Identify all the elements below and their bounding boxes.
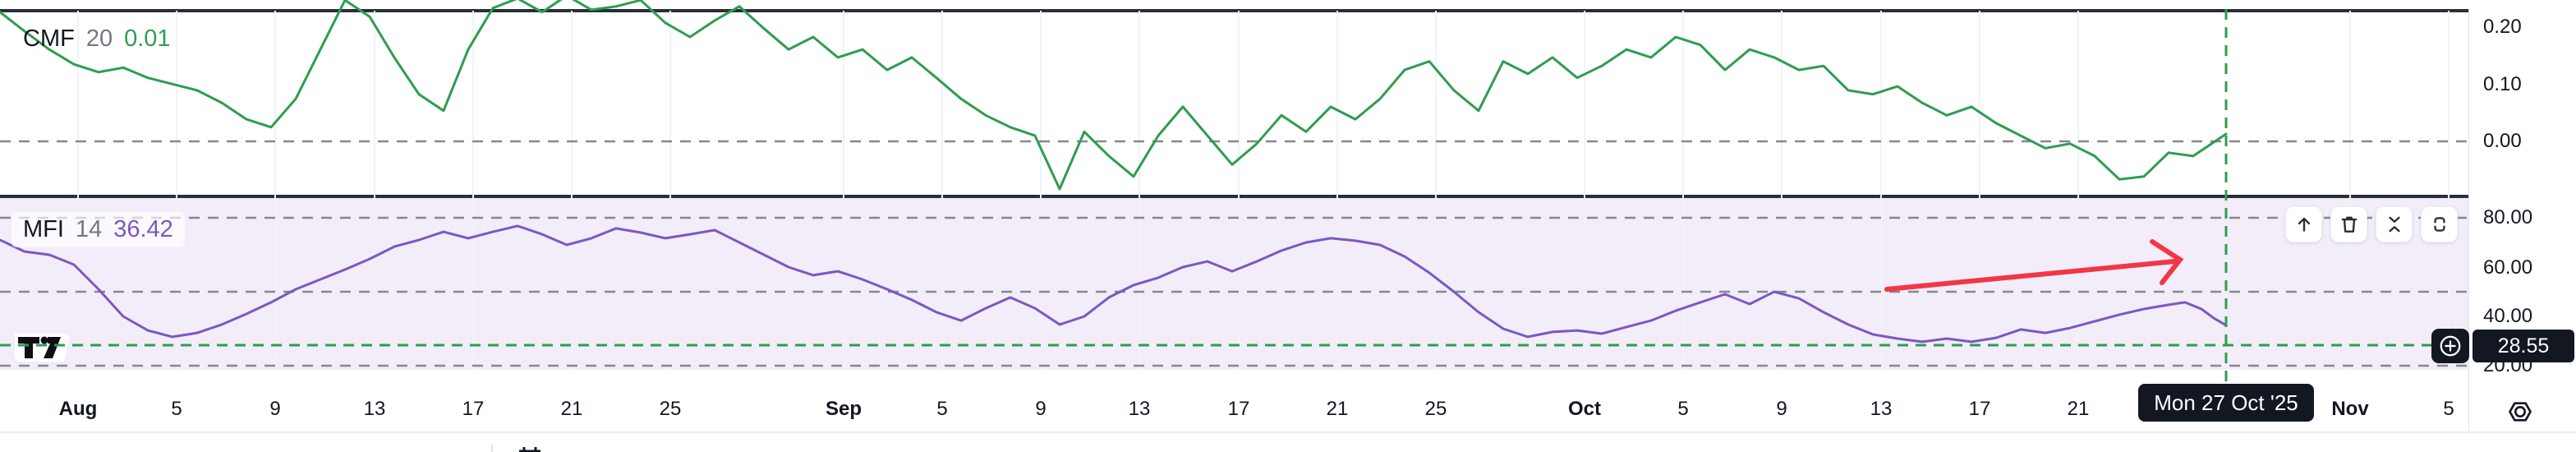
pane-separator-top[interactable] <box>0 9 2468 12</box>
time-tick-aug: Aug <box>58 398 98 420</box>
cmf-axis-label: 0.00 <box>2483 130 2522 152</box>
cmf-indicator-param: 20 <box>85 25 113 52</box>
mfi-indicator-value: 36.42 <box>113 216 173 242</box>
time-tick-nov: Nov <box>2331 398 2369 420</box>
trash-icon <box>2341 216 2357 233</box>
time-tick-5: 5 <box>2443 398 2454 420</box>
arrow-up-icon <box>2298 217 2310 232</box>
time-tick-21: 21 <box>560 398 583 420</box>
price-scale-border <box>2468 9 2469 431</box>
time-axis-settings-icon[interactable] <box>2502 395 2538 428</box>
collapse-icon <box>2388 216 2400 233</box>
pane-separator-middle[interactable] <box>0 195 2468 198</box>
time-tick-9: 9 <box>1776 398 1787 420</box>
pane-toolbar <box>2285 206 2458 242</box>
cmf-axis-label: 0.10 <box>2483 73 2522 95</box>
time-axis[interactable]: Aug 5 9 13 17 21 25 Sep 5 9 13 17 21 25 Oct 5 9 13 17 21 Nov… <box>0 370 2576 433</box>
delete-pane-button[interactable] <box>2330 206 2367 242</box>
trend-arrow-annotation[interactable] <box>1884 239 2184 292</box>
time-tick-21: 21 <box>1326 398 1349 420</box>
time-tick-9: 9 <box>269 398 281 420</box>
mfi-indicator-title: MFI <box>23 216 64 242</box>
mfi-series-line <box>0 224 2228 344</box>
mfi-status-line[interactable]: MFI 14 36.42 <box>12 212 185 247</box>
time-tick-17: 17 <box>1227 398 1250 420</box>
time-tick-17: 17 <box>462 398 485 420</box>
cmf-indicator-value: 0.01 <box>124 25 171 52</box>
cmf-indicator-title: CMF <box>23 25 75 52</box>
mfi-indicator-param: 14 <box>75 216 103 242</box>
tradingview-logo <box>15 334 70 362</box>
cmf-axis-label: 0.20 <box>2483 16 2522 38</box>
mfi-axis-label: 40.00 <box>2483 305 2533 327</box>
time-tick-5: 5 <box>1677 398 1689 420</box>
move-pane-up-button[interactable] <box>2285 206 2322 242</box>
cmf-status-line[interactable]: CMF 20 0.01 <box>12 21 182 57</box>
time-tick-9: 9 <box>1035 398 1046 420</box>
time-tick-25: 25 <box>1424 398 1447 420</box>
crosshair-date-label: Mon 27 Oct '25 <box>2138 384 2314 422</box>
mfi-axis-label: 60.00 <box>2483 256 2533 279</box>
time-tick-5: 5 <box>936 398 948 420</box>
cmf-series-line <box>0 0 2228 191</box>
time-tick-oct: Oct <box>1567 398 1602 420</box>
time-tick-5: 5 <box>171 398 182 420</box>
time-tick-sep: Sep <box>825 398 862 420</box>
crosshair-price-label: 28.55 <box>2472 330 2574 362</box>
maximize-icon <box>2433 217 2445 232</box>
time-tick-13: 13 <box>1128 398 1151 420</box>
maximize-pane-button[interactable] <box>2421 206 2458 242</box>
time-tick-17: 17 <box>1968 398 1991 420</box>
plus-circle-icon <box>2440 335 2461 357</box>
collapse-pane-button[interactable] <box>2376 206 2413 242</box>
time-tick-13: 13 <box>363 398 386 420</box>
mfi-pane-background[interactable] <box>0 198 2468 370</box>
time-tick-13: 13 <box>1870 398 1893 420</box>
mfi-axis-label: 80.00 <box>2483 206 2533 228</box>
go-to-date-icon[interactable] <box>518 447 542 452</box>
bottom-toolbar-divider <box>491 445 493 452</box>
time-tick-25: 25 <box>659 398 682 420</box>
add-alert-plus-button[interactable] <box>2431 329 2469 363</box>
time-tick-21: 21 <box>2067 398 2090 420</box>
